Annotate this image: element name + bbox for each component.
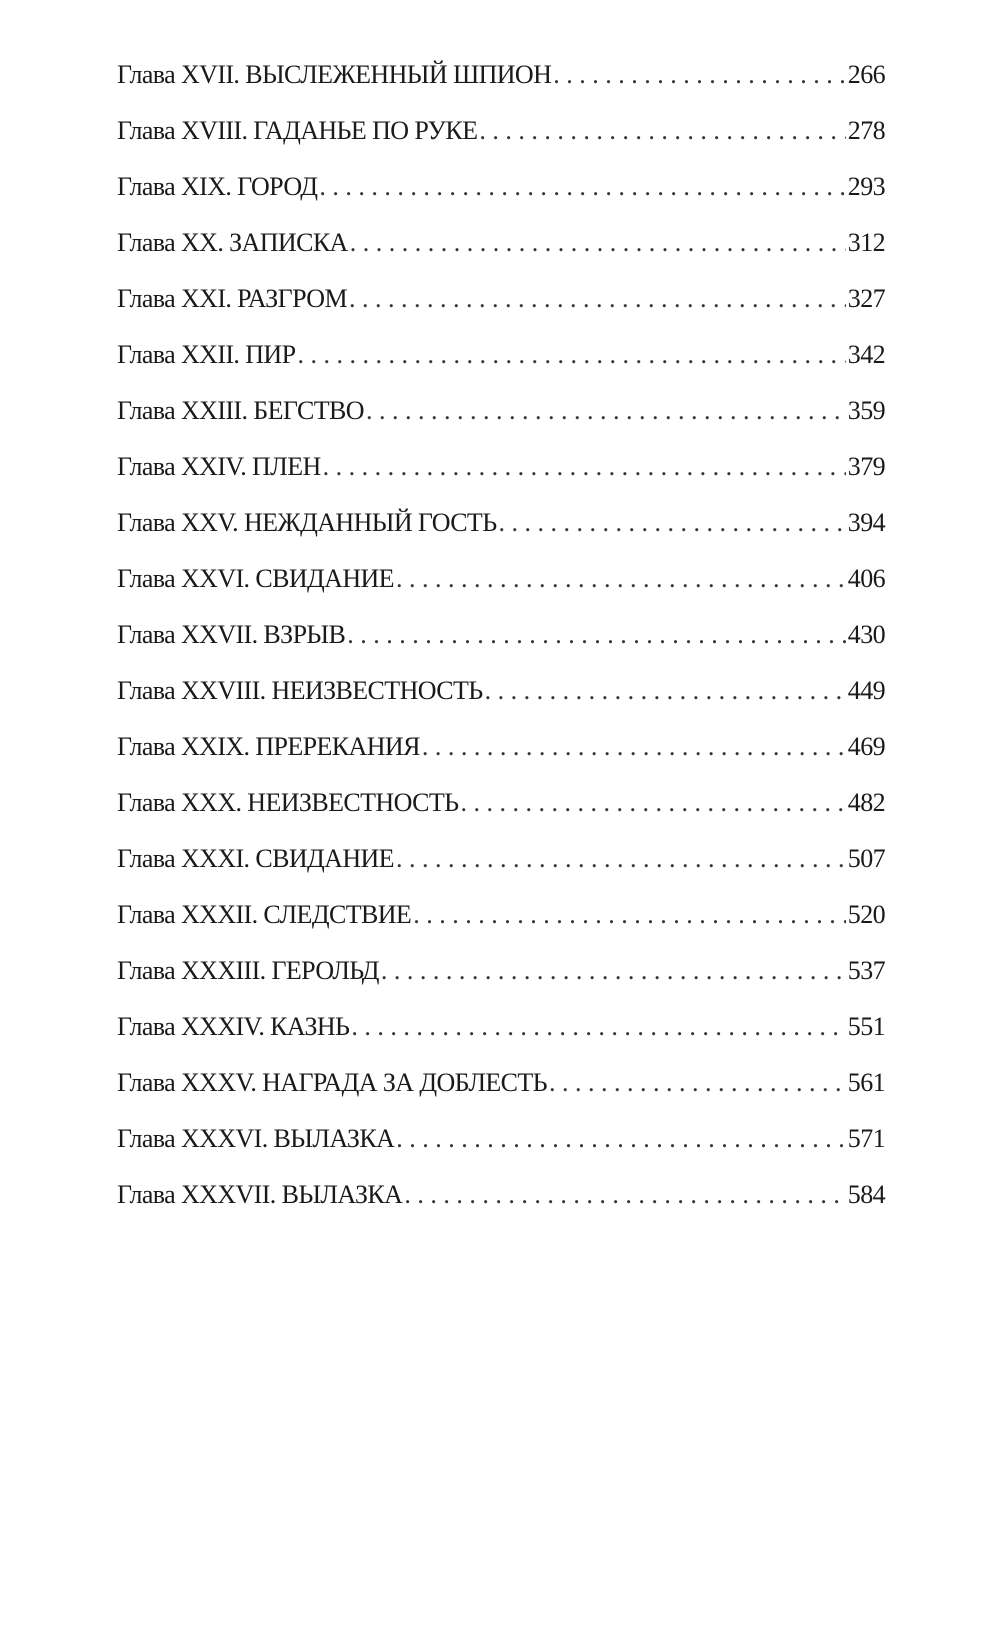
toc-entry: Глава XXII. ПИР 342	[117, 340, 886, 396]
toc-entry: Глава XXXV. НАГРАДА ЗА ДОБЛЕСТЬ 561	[117, 1068, 886, 1124]
dot-leader	[349, 284, 846, 314]
page-number: 293	[847, 172, 886, 201]
dot-leader	[297, 340, 845, 370]
page-number: 561	[847, 1068, 886, 1097]
dot-leader	[351, 1012, 845, 1042]
toc-entry: Глава XXV. НЕЖДАННЫЙ ГОСТЬ 394	[117, 508, 886, 564]
page-number: 342	[847, 340, 886, 369]
toc-entry: Глава XVIII. ГАДАНЬЕ ПО РУКЕ 278	[117, 116, 886, 172]
chapter-title: Глава XXXIV. КАЗНЬ	[117, 1012, 350, 1041]
toc-entry: Глава XXXIV. КАЗНЬ 551	[117, 1012, 886, 1068]
toc-entry: Глава XXVI. СВИДАНИЕ 406	[117, 564, 886, 620]
page-number: 327	[847, 284, 886, 313]
page-number: 584	[847, 1180, 886, 1209]
chapter-title: Глава XXXVI. ВЫЛАЗКА	[117, 1124, 395, 1153]
chapter-title: Глава XXX. НЕИЗВЕСТНОСТЬ	[117, 788, 459, 817]
dot-leader	[350, 228, 846, 258]
chapter-title: Глава XX. ЗАПИСКА	[117, 228, 348, 257]
chapter-title: Глава XXXI. СВИДАНИЕ	[117, 844, 395, 873]
dot-leader	[396, 564, 846, 594]
page-number: 520	[847, 900, 886, 929]
page-number: 551	[847, 1012, 886, 1041]
dot-leader	[422, 732, 846, 762]
chapter-title: Глава XXIV. ПЛЕН	[117, 452, 321, 481]
toc-entry: Глава XXIII. БЕГСТВО 359	[117, 396, 886, 452]
dot-leader	[396, 1124, 846, 1154]
toc-entry: Глава XXX. НЕИЗВЕСТНОСТЬ 482	[117, 788, 886, 844]
dot-leader	[553, 60, 846, 90]
toc-entry: Глава XXXII. СЛЕДСТВИЕ 520	[117, 900, 886, 956]
page-number: 482	[847, 788, 886, 817]
toc-entry: Глава XX. ЗАПИСКА 312	[117, 228, 886, 284]
dot-leader	[323, 452, 846, 482]
toc-entry: Глава XIX. ГОРОД 293	[117, 172, 886, 228]
page-number: 266	[847, 60, 886, 89]
dot-leader	[319, 172, 845, 202]
chapter-title: Глава XXIII. БЕГСТВО	[117, 396, 365, 425]
toc-entry: Глава XVII. ВЫСЛЕЖЕННЫЙ ШПИОН 266	[117, 60, 886, 116]
dot-leader	[396, 844, 846, 874]
page-number: 406	[847, 564, 886, 593]
chapter-title: Глава XXXII. СЛЕДСТВИЕ	[117, 900, 412, 929]
chapter-title: Глава XXXVII. ВЫЛАЗКА	[117, 1180, 403, 1209]
page-number: 312	[847, 228, 886, 257]
dot-leader	[347, 620, 846, 650]
table-of-contents: Глава XVII. ВЫСЛЕЖЕННЫЙ ШПИОН266Глава XV…	[117, 60, 886, 1236]
page-number: 507	[847, 844, 886, 873]
toc-entry: Глава XXXI. СВИДАНИЕ 507	[117, 844, 886, 900]
dot-leader	[404, 1180, 845, 1210]
dot-leader	[381, 956, 846, 986]
chapter-title: Глава XXXIII. ГЕРОЛЬД	[117, 956, 379, 985]
dot-leader	[485, 676, 846, 706]
page-number: 537	[847, 956, 886, 985]
chapter-title: Глава XXXV. НАГРАДА ЗА ДОБЛЕСТЬ	[117, 1068, 548, 1097]
toc-entry: Глава XXIV. ПЛЕН 379	[117, 452, 886, 508]
toc-entry: Глава XXIX. ПРЕРЕКАНИЯ 469	[117, 732, 886, 788]
page-number: 379	[847, 452, 886, 481]
chapter-title: Глава XXI. РАЗГРОМ	[117, 284, 348, 313]
dot-leader	[549, 1068, 846, 1098]
dot-leader	[479, 116, 845, 146]
toc-entry: Глава XXVII. ВЗРЫВ 430	[117, 620, 886, 676]
chapter-title: Глава XVII. ВЫСЛЕЖЕННЫЙ ШПИОН	[117, 60, 552, 89]
page-number: 449	[847, 676, 886, 705]
chapter-title: Глава XXV. НЕЖДАННЫЙ ГОСТЬ	[117, 508, 497, 537]
chapter-title: Глава XXVI. СВИДАНИЕ	[117, 564, 395, 593]
page-number: 571	[847, 1124, 886, 1153]
toc-entry: Глава XXI. РАЗГРОМ 327	[117, 284, 886, 340]
chapter-title: Глава XXVII. ВЗРЫВ	[117, 620, 346, 649]
chapter-title: Глава XXIX. ПРЕРЕКАНИЯ	[117, 732, 420, 761]
page-number: 430	[847, 620, 886, 649]
dot-leader	[413, 900, 846, 930]
toc-entry: Глава XXXIII. ГЕРОЛЬД 537	[117, 956, 886, 1012]
page-number: 359	[847, 396, 886, 425]
page-number: 469	[847, 732, 886, 761]
dot-leader	[499, 508, 846, 538]
chapter-title: Глава XVIII. ГАДАНЬЕ ПО РУКЕ	[117, 116, 478, 145]
chapter-title: Глава XIX. ГОРОД	[117, 172, 318, 201]
toc-entry: Глава XXVIII. НЕИЗВЕСТНОСТЬ 449	[117, 676, 886, 732]
chapter-title: Глава XXVIII. НЕИЗВЕСТНОСТЬ	[117, 676, 483, 705]
dot-leader	[460, 788, 845, 818]
dot-leader	[366, 396, 846, 426]
toc-entry: Глава XXXVI. ВЫЛАЗКА 571	[117, 1124, 886, 1180]
page-number: 394	[847, 508, 886, 537]
page-number: 278	[847, 116, 886, 145]
toc-entry: Глава XXXVII. ВЫЛАЗКА 584	[117, 1180, 886, 1236]
chapter-title: Глава XXII. ПИР	[117, 340, 296, 369]
